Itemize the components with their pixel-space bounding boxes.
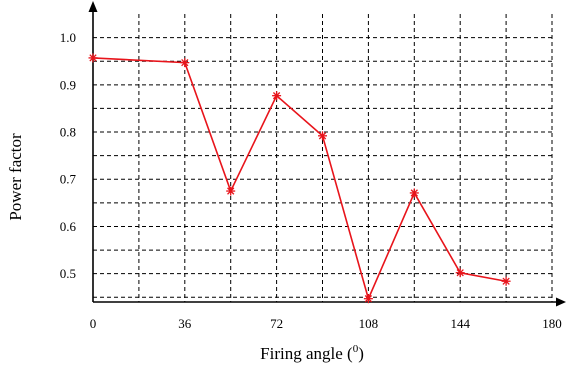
data-point-1 [180,58,190,68]
grid-lines [93,14,553,302]
data-point-4 [318,131,327,141]
x-axis-title: Firing angle (0) [260,343,364,363]
data-point-stroke [89,54,97,62]
x-axis-title-main: Firing angle ( [260,344,353,363]
tick-labels: 0.5 0.6 0.7 0.8 0.9 1.0 0 36 72 108 144 180 [60,30,562,331]
data-point-stroke [272,92,281,100]
x-axis-title-suffix: ) [358,344,364,363]
x-tick-label-3: 108 [359,316,379,331]
x-tick-label-4: 144 [450,316,470,331]
y-tick-label-3: 0.8 [60,125,76,140]
data-point-6 [409,188,419,198]
data-point-stroke [410,189,418,197]
data-point-stroke [456,269,464,277]
y-tick-label-4: 0.9 [60,77,76,92]
data-point-8 [501,276,511,286]
y-axis-arrow [88,1,98,12]
x-tick-label-5: 180 [542,316,562,331]
data-point-7 [455,268,465,278]
series-layer [88,53,511,304]
series-line-0 [92,57,507,302]
x-tick-label-0: 0 [90,316,97,331]
x-axis-title-superscript: 0 [353,343,359,355]
data-point-stroke [364,295,373,303]
data-point-0 [88,53,98,63]
x-tick-label-1: 36 [178,316,192,331]
data-point-stroke [318,132,327,140]
x-axis-arrow [556,297,566,307]
y-tick-label-5: 1.0 [60,30,76,45]
data-point-stroke [181,58,189,67]
data-point-stroke [502,277,510,285]
y-tick-label-1: 0.6 [60,219,77,234]
y-tick-label-0: 0.5 [60,266,76,281]
y-tick-label-2: 0.7 [60,172,77,187]
data-point-2 [226,186,236,196]
data-point-stroke [227,187,235,195]
x-tick-label-2: 72 [270,316,283,331]
data-point-3 [272,91,282,101]
y-axis-title: Power factor [6,133,25,221]
data-point-5 [363,294,373,304]
